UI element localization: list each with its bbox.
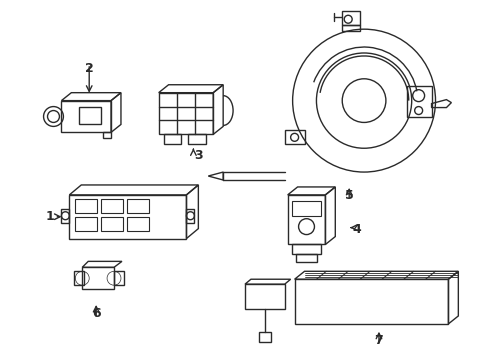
Bar <box>82 267 114 289</box>
Text: 1: 1 <box>45 210 54 223</box>
Bar <box>79 107 101 125</box>
Bar <box>291 244 321 255</box>
Text: 5: 5 <box>344 189 353 202</box>
Bar <box>291 201 321 216</box>
Bar <box>342 25 359 31</box>
Bar <box>114 271 123 285</box>
Bar <box>101 217 122 231</box>
Bar <box>158 93 213 134</box>
Bar <box>127 199 148 213</box>
Bar <box>406 86 431 117</box>
Text: 3: 3 <box>194 149 202 162</box>
Text: 2: 2 <box>84 62 93 75</box>
Bar <box>188 134 206 144</box>
Bar <box>342 11 359 25</box>
Text: 6: 6 <box>92 307 100 320</box>
Bar <box>294 279 447 324</box>
Bar <box>163 134 181 144</box>
Bar <box>258 332 270 342</box>
Bar <box>127 217 148 231</box>
Bar <box>244 284 284 309</box>
Bar <box>75 199 97 213</box>
Bar <box>101 199 122 213</box>
Bar <box>287 195 325 244</box>
Bar <box>74 271 84 285</box>
Bar <box>75 217 97 231</box>
Bar <box>284 130 304 144</box>
Bar <box>61 209 69 223</box>
Bar <box>186 209 194 223</box>
Bar <box>295 255 317 262</box>
Bar <box>61 100 111 132</box>
Text: 4: 4 <box>352 223 361 236</box>
Bar <box>103 132 111 138</box>
Text: 7: 7 <box>374 334 383 347</box>
Bar <box>69 195 186 239</box>
